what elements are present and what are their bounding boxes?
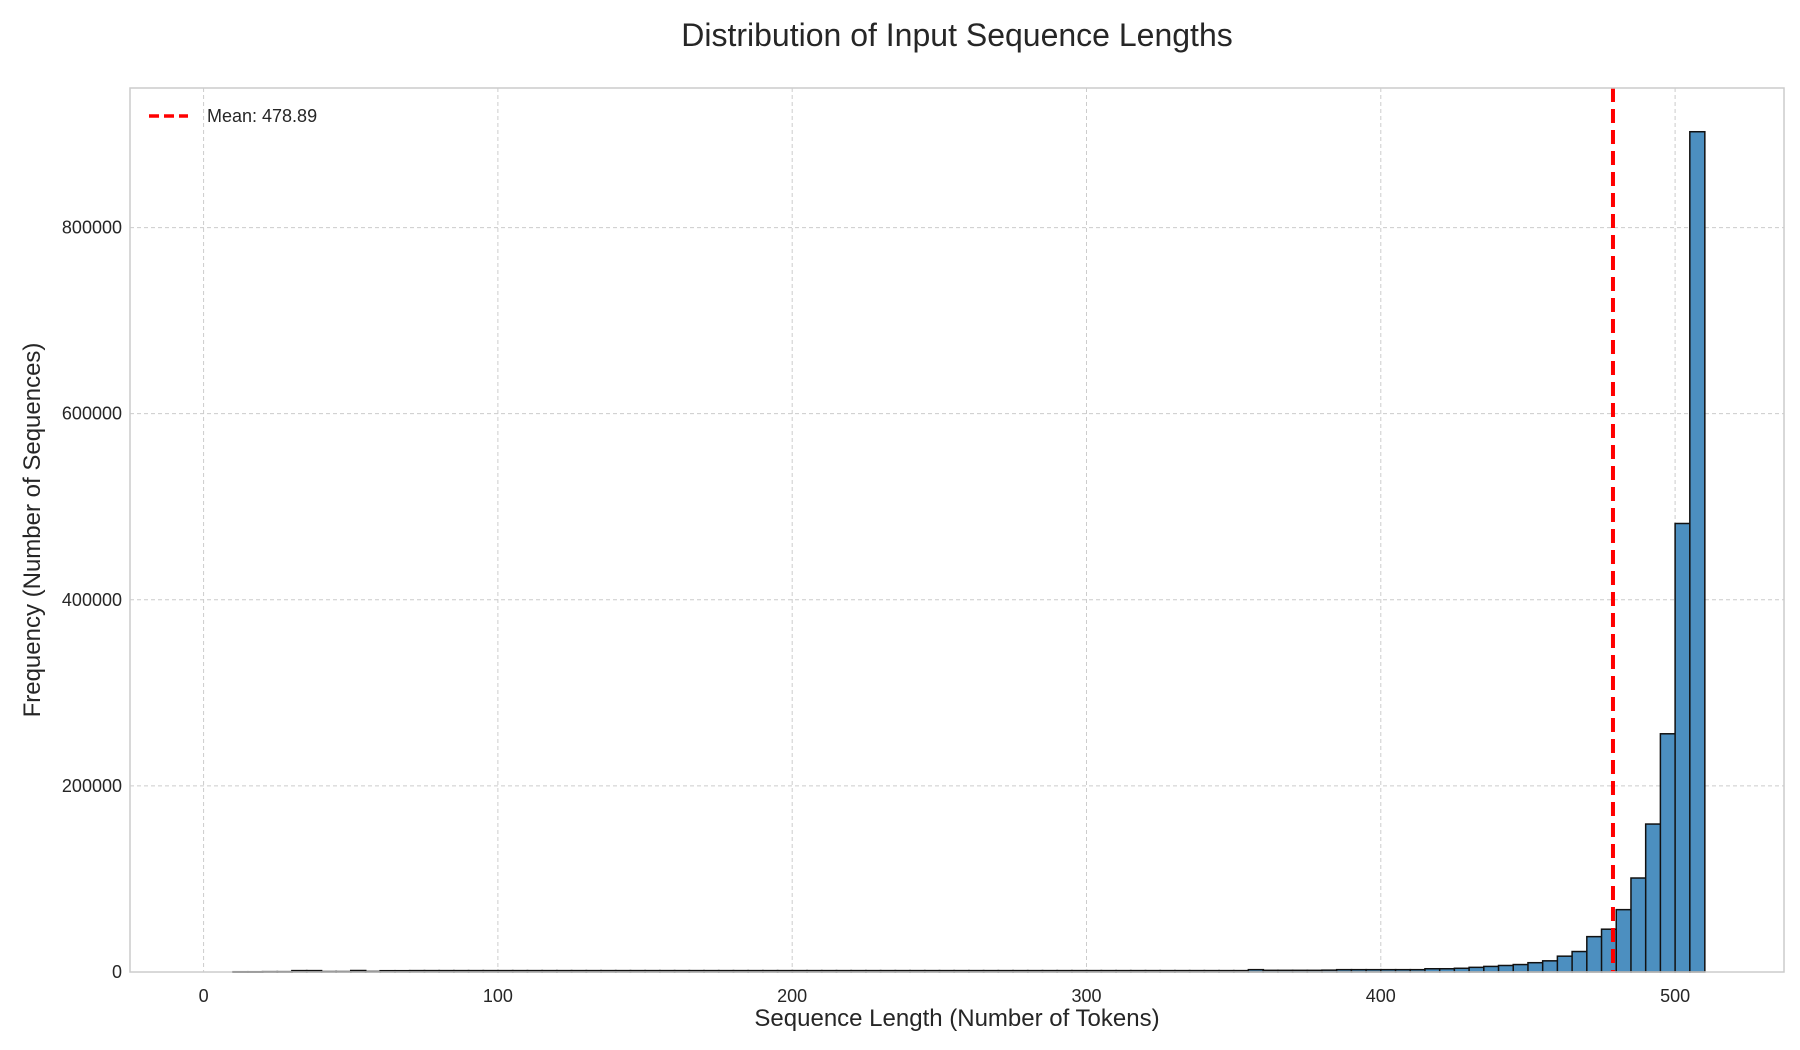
histogram-bar	[1571, 950, 1588, 973]
y-axis-ticks: 0 200000 400000 600000 800000	[62, 218, 122, 982]
histogram-bar	[1644, 823, 1662, 973]
x-axis-ticks: 0 100 200 300 400 500	[199, 986, 1691, 1006]
legend-mean-label: Mean: 478.89	[207, 106, 317, 126]
y-tick-label: 600000	[62, 404, 122, 424]
histogram-bar	[1586, 935, 1603, 973]
histogram-bars	[232, 130, 1706, 973]
histogram-bar	[1497, 964, 1515, 973]
plot-frame	[129, 87, 1785, 973]
histogram-bar	[1541, 960, 1559, 973]
histogram-bar	[1674, 522, 1691, 973]
y-tick-label: 0	[112, 962, 122, 982]
chart-title: Distribution of Input Sequence Lengths	[681, 17, 1232, 53]
y-axis-label: Frequency (Number of Sequences)	[19, 343, 46, 718]
y-tick-label: 200000	[62, 776, 122, 796]
histogram-bar	[1527, 961, 1544, 973]
histogram-bar	[1659, 733, 1677, 973]
x-tick-label: 0	[199, 986, 209, 1006]
histogram-bar	[1689, 130, 1706, 973]
legend: Mean: 478.89	[149, 106, 317, 126]
y-tick-label: 400000	[62, 590, 122, 610]
histogram-bar	[1615, 908, 1633, 973]
x-tick-label: 400	[1366, 986, 1396, 1006]
x-axis-label: Sequence Length (Number of Tokens)	[754, 1005, 1159, 1032]
x-tick-label: 300	[1071, 986, 1101, 1006]
histogram-bar	[1512, 963, 1529, 973]
y-tick-label: 800000	[62, 218, 122, 238]
x-tick-label: 500	[1660, 986, 1690, 1006]
histogram-bar	[1483, 965, 1500, 973]
histogram-bar	[1630, 877, 1647, 973]
x-tick-label: 100	[483, 986, 513, 1006]
histogram-bar	[1556, 955, 1574, 973]
x-tick-label: 200	[777, 986, 807, 1006]
